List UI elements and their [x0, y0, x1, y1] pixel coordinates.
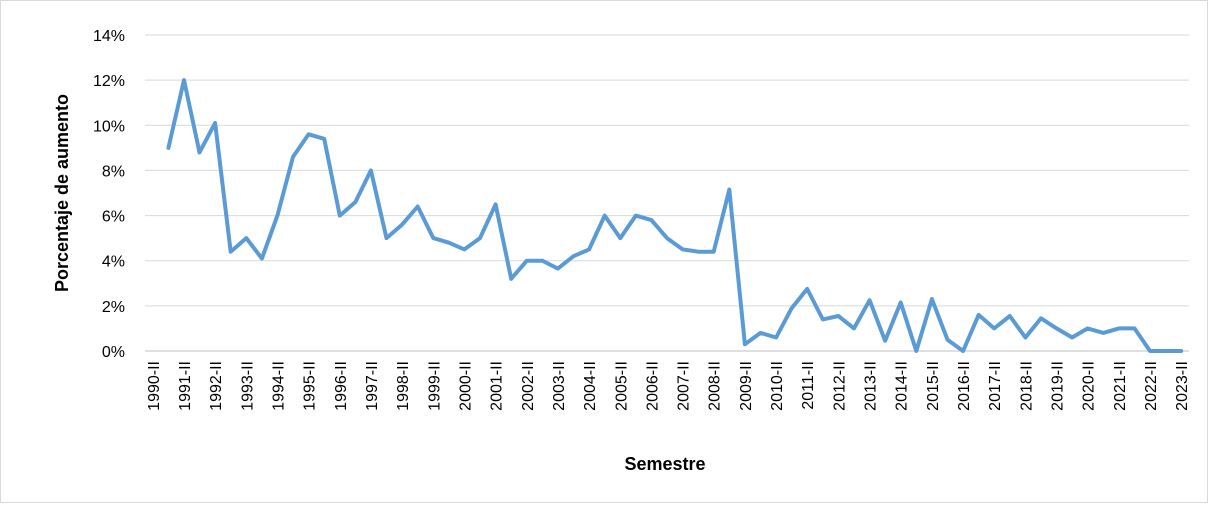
y-axis-title: Porcentaje de aumento [52, 94, 72, 292]
x-tick-label: 2015-II [925, 361, 942, 411]
x-tick-label: 2007-II [676, 361, 693, 411]
x-tick-label: 2005-II [613, 361, 630, 411]
x-tick-label: 2018-II [1018, 361, 1035, 411]
y-tick-label: 2% [102, 299, 125, 316]
x-tick-label: 2017-II [987, 361, 1004, 411]
x-tick-label: 2021-II [1112, 361, 1129, 411]
x-tick-label: 2009-II [738, 361, 755, 411]
x-tick-label: 2020-II [1081, 361, 1098, 411]
x-axis-title: Semestre [624, 454, 705, 474]
x-tick-label: 1995-II [302, 361, 319, 411]
x-tick-label: 1999-II [426, 361, 443, 411]
x-tick-label: 1997-II [364, 361, 381, 411]
y-tick-label: 14% [93, 28, 125, 45]
x-tick-label: 2019-II [1050, 361, 1067, 411]
x-tick-label: 1992-II [208, 361, 225, 411]
x-tick-label: 1990-II [146, 361, 163, 411]
x-tick-label: 2001-II [489, 361, 506, 411]
data-line [166, 78, 1184, 353]
x-tick-label: 2016-II [956, 361, 973, 411]
x-tick-label: 2003-II [551, 361, 568, 411]
x-tick-label: 2013-II [863, 361, 880, 411]
x-tick-label: 2022-II [1143, 361, 1160, 411]
x-tick-label: 1991-II [177, 361, 194, 411]
x-tick-label: 2002-II [520, 361, 537, 411]
x-tick-label: 1994-II [270, 361, 287, 411]
x-tick-label: 1993-II [239, 361, 256, 411]
y-tick-label: 0% [102, 344, 125, 361]
x-tick-label: 1998-II [395, 361, 412, 411]
x-tick-label: 2000-II [457, 361, 474, 411]
x-tick-label: 2006-II [644, 361, 661, 411]
y-tick-label: 12% [93, 73, 125, 90]
x-tick-label: 2010-II [769, 361, 786, 411]
x-tick-label: 1996-II [333, 361, 350, 411]
y-tick-label: 10% [93, 118, 125, 135]
x-tick-label: 2008-II [707, 361, 724, 411]
y-tick-label: 8% [102, 163, 125, 180]
x-tick-label: 2004-II [582, 361, 599, 411]
x-tick-label: 2023-II [1174, 361, 1191, 411]
x-tick-label: 2014-II [894, 361, 911, 411]
x-tick-label: 2012-II [831, 361, 848, 411]
y-tick-label: 6% [102, 209, 125, 226]
x-tick-label: 2011-II [800, 361, 817, 410]
y-tick-label: 4% [102, 254, 125, 271]
